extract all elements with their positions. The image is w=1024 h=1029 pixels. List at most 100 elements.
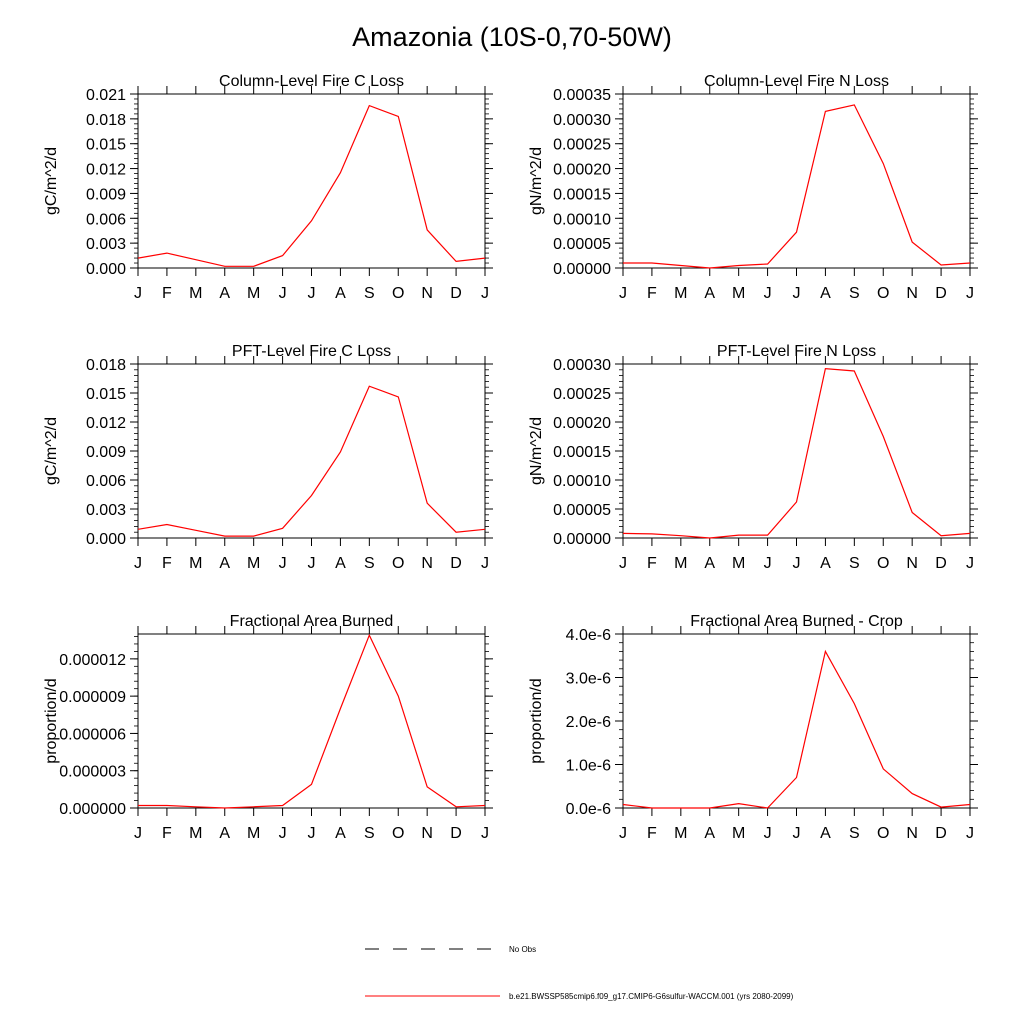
panel-2-ytick-label: 0.00035 [553, 87, 611, 104]
panel-6-xtick-label: A [820, 825, 831, 842]
panel-2-ytick-label: 0.00015 [553, 186, 611, 203]
panel-6-ytick-label: 1.0e-6 [566, 758, 611, 775]
panel-1-frame [137, 93, 486, 269]
panel-2-xtick-label: M [732, 285, 745, 302]
panel-6-xtick-label: F [647, 825, 657, 842]
panel-4-xtick-label: O [877, 555, 889, 572]
panel-1-xtick-label: J [308, 285, 316, 302]
panel-3-xtick-label: A [335, 555, 346, 572]
panel-1-ytick-label: 0.018 [86, 112, 126, 129]
panel-2-xtick-label: S [849, 285, 860, 302]
panel-3-series-line [137, 385, 486, 537]
panel-1-ytick-label: 0.015 [86, 137, 126, 154]
legend-label-model: b.e21.BWSSP585cmip6.f09_g17.CMIP6-G6sulf… [509, 992, 794, 1001]
panel-4-xtick-label: J [793, 555, 801, 572]
panel-4-xtick-label: F [647, 555, 657, 572]
panel-2-ytick-label: 0.00020 [553, 162, 611, 179]
panel-3-xtick-label: J [279, 555, 287, 572]
panel-1-xtick-label: O [392, 285, 404, 302]
panel-3-ytick-label: 0.003 [86, 502, 126, 519]
panel-3-xtick-label: S [364, 555, 375, 572]
panel-6-xtick-label: S [849, 825, 860, 842]
panel-2-xtick-label: M [674, 285, 687, 302]
panel-5-xtick-label: F [162, 825, 172, 842]
panel-4-xtick-label: A [820, 555, 831, 572]
panel-6-frame [622, 633, 971, 809]
panel-3-ytick-label: 0.012 [86, 415, 126, 432]
panel-2-xtick-label: J [966, 285, 974, 302]
panel-2-xtick-label: A [704, 285, 715, 302]
panel-1-ytick-label: 0.003 [86, 236, 126, 253]
panel-4-title: PFT-Level Fire N Loss [717, 343, 876, 360]
panel-1-ytick-label: 0.012 [86, 162, 126, 179]
panel-1-xtick-label: J [481, 285, 489, 302]
panel-2-xtick-label: D [935, 285, 947, 302]
panel-6-title: Fractional Area Burned - Crop [690, 613, 903, 630]
panel-3-xtick-label: J [481, 555, 489, 572]
panel-4-ytick-label: 0.00025 [553, 386, 611, 403]
panel-3-ylabel: gC/m^2/d [43, 417, 60, 485]
panel-3-ytick-label: 0.006 [86, 473, 126, 490]
panel-4-series-line [622, 367, 971, 539]
panel-4-ytick-label: 0.00030 [553, 357, 611, 374]
panel-1-xtick-label: A [219, 285, 230, 302]
panel-2-ytick-label: 0.00025 [553, 137, 611, 154]
panel-2-xtick-label: J [793, 285, 801, 302]
panel-1-xtick-label: M [189, 285, 202, 302]
panel-5-ytick-label: 0.000000 [59, 801, 126, 818]
panel-2-xtick-label: N [906, 285, 918, 302]
panel-2-ytick-label: 0.00000 [553, 261, 611, 278]
panel-3-xtick-label: J [134, 555, 142, 572]
panel-1-xtick-label: J [279, 285, 287, 302]
panel-3-xtick-label: O [392, 555, 404, 572]
panel-4-xtick-label: S [849, 555, 860, 572]
panel-4-xtick-label: J [764, 555, 772, 572]
panel-4-xtick-label: D [935, 555, 947, 572]
panel-4-ytick-label: 0.00000 [553, 531, 611, 548]
panel-6-xtick-label: J [793, 825, 801, 842]
panel-5-xtick-label: J [481, 825, 489, 842]
panel-2-ytick-label: 0.00005 [553, 236, 611, 253]
panel-5-ytick-label: 0.000012 [59, 652, 126, 669]
panel-6-xtick-label: A [704, 825, 715, 842]
panel-5-xtick-label: M [189, 825, 202, 842]
panel-1-series-line [137, 104, 486, 267]
panel-1-xtick-label: N [421, 285, 433, 302]
panel-3-frame [137, 363, 486, 539]
panel-5-xtick-label: M [247, 825, 260, 842]
panel-5-xtick-label: S [364, 825, 375, 842]
panel-4-ytick-label: 0.00020 [553, 415, 611, 432]
panel-1-ytick-label: 0.000 [86, 261, 126, 278]
panel-5-frame [137, 633, 486, 809]
panel-4-ytick-label: 0.00015 [553, 444, 611, 461]
panel-2-frame [622, 93, 971, 269]
panel-6-xtick-label: J [966, 825, 974, 842]
panel-2-title: Column-Level Fire N Loss [704, 73, 889, 90]
panel-1-xtick-label: S [364, 285, 375, 302]
panel-4-xtick-label: J [966, 555, 974, 572]
panel-6-xtick-label: J [619, 825, 627, 842]
panel-3-xtick-label: F [162, 555, 172, 572]
panel-3-ytick-label: 0.009 [86, 444, 126, 461]
panel-5-xtick-label: J [308, 825, 316, 842]
panel-4-xtick-label: A [704, 555, 715, 572]
panel-4-xtick-label: N [906, 555, 918, 572]
panel-5-ylabel: proportion/d [43, 678, 60, 763]
panel-6-ytick-label: 4.0e-6 [566, 627, 611, 644]
panel-6-xtick-label: J [764, 825, 772, 842]
panel-6-xtick-label: M [674, 825, 687, 842]
panel-2-xtick-label: F [647, 285, 657, 302]
panel-1-xtick-label: A [335, 285, 346, 302]
panel-3-ytick-label: 0.018 [86, 357, 126, 374]
panel-6-ytick-label: 3.0e-6 [566, 671, 611, 688]
panel-5-xtick-label: O [392, 825, 404, 842]
panel-3-ytick-label: 0.015 [86, 386, 126, 403]
panel-6-xtick-label: D [935, 825, 947, 842]
panel-6-ytick-label: 2.0e-6 [566, 714, 611, 731]
panel-2-xtick-label: J [764, 285, 772, 302]
panel-1-ytick-label: 0.009 [86, 186, 126, 203]
panel-5-xtick-label: N [421, 825, 433, 842]
panel-6-series-line [622, 649, 971, 809]
panel-6-xtick-label: N [906, 825, 918, 842]
